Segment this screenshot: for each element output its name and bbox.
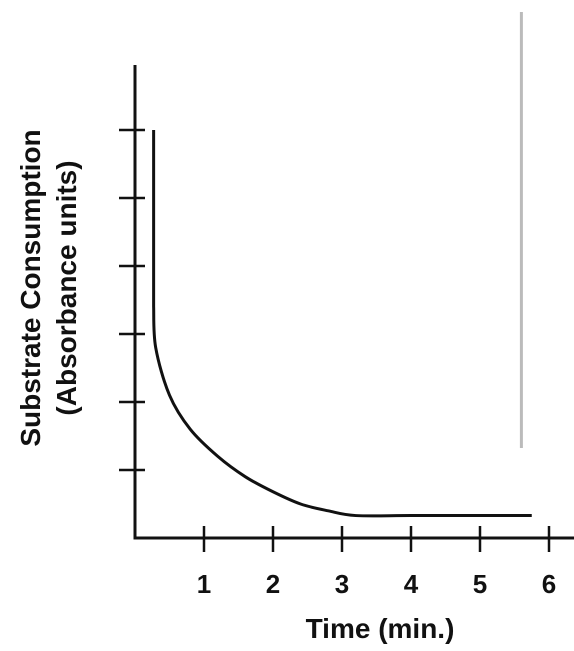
x-tick-label-4: 4 — [404, 569, 419, 599]
series-line-1 — [152, 130, 532, 518]
x-axis-title: Time (min.) — [306, 613, 455, 644]
y-axis-title-line-2: (Absorbance units) — [51, 160, 82, 415]
x-tick-label-6: 6 — [542, 569, 556, 599]
x-tick-label-1: 1 — [197, 569, 211, 599]
x-axis-ticks: 1 2 3 4 5 6 — [197, 526, 556, 599]
plot-area — [152, 12, 532, 518]
x-tick-label-3: 3 — [335, 569, 349, 599]
y-axis-title: Substrate Consumption (Absorbance units) — [15, 129, 82, 446]
y-axis-title-line-1: Substrate Consumption — [15, 129, 46, 446]
x-tick-label-5: 5 — [473, 569, 487, 599]
x-tick-label-2: 2 — [266, 569, 280, 599]
y-axis-ticks — [119, 128, 145, 472]
